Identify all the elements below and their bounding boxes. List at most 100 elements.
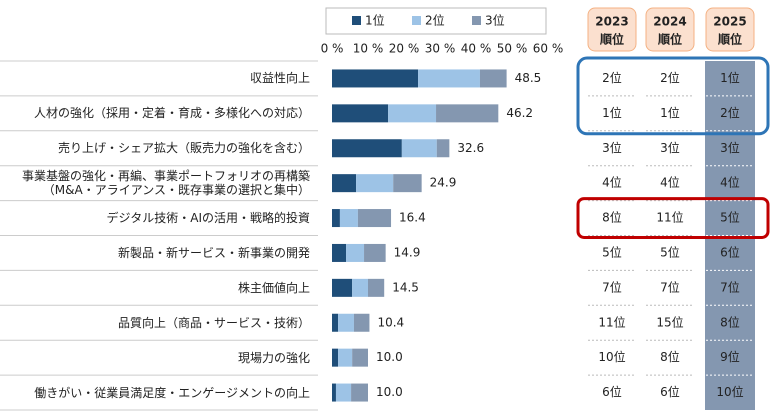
total-label: 32.6 <box>457 141 484 155</box>
bar-segment <box>332 139 402 158</box>
header-cell <box>645 7 695 52</box>
total-label: 16.4 <box>399 211 426 225</box>
bar-segment <box>351 383 368 402</box>
total-label: 48.5 <box>515 71 542 85</box>
total-label: 24.9 <box>430 176 457 190</box>
bar-segment <box>357 209 392 228</box>
rank-cell: 2位 <box>602 70 622 85</box>
category-label: 現場力の強化 <box>237 350 310 365</box>
bar-segment <box>356 174 394 193</box>
rank-cell: 1位 <box>660 105 680 120</box>
total-label: 10.4 <box>377 315 404 329</box>
category-label: 売り上げ・シェア拡大（販売力の強化を含む） <box>57 141 310 156</box>
rank-cell: 3位 <box>660 140 680 155</box>
rank-cell: 10位 <box>716 384 743 399</box>
rank-cell: 8位 <box>720 314 740 329</box>
bar-segment <box>338 348 353 367</box>
bar-segment <box>338 313 354 332</box>
rank-cell: 1位 <box>720 70 740 85</box>
x-tick-label: 10 % <box>353 42 384 56</box>
rank-cell: 7位 <box>602 279 622 294</box>
bar-segment <box>393 174 422 193</box>
legend-swatch <box>412 16 421 25</box>
bar-segment <box>332 348 339 367</box>
header-year: 2024 <box>653 15 686 29</box>
legend-swatch <box>352 16 361 25</box>
rank-cell: 11位 <box>598 314 625 329</box>
bar-segment <box>346 243 365 262</box>
legend-label: 3位 <box>485 13 505 28</box>
category-label: デジタル技術・AIの活用・戦略的投資 <box>106 211 310 226</box>
header-label: 順位 <box>657 32 682 47</box>
bar-segment <box>335 383 352 402</box>
total-label: 14.9 <box>394 245 421 259</box>
x-tick-label: 40 % <box>461 42 492 56</box>
category-label: 収益性向上 <box>249 71 310 86</box>
bar-segment <box>332 104 389 123</box>
rank-cell: 7位 <box>660 279 680 294</box>
legend-label: 1位 <box>365 13 385 28</box>
rank-cell: 2位 <box>720 105 740 120</box>
total-label: 10.0 <box>376 350 403 364</box>
category-label: 品質向上（商品・サービス・技術） <box>117 315 310 330</box>
rank-cell: 8位 <box>660 349 680 364</box>
header-year: 2023 <box>595 15 628 29</box>
bar-segment <box>364 243 386 262</box>
header-label: 順位 <box>599 32 624 47</box>
rank-cell: 1位 <box>602 105 622 120</box>
category-label: 働きがい・従業員満足度・エンゲージメントの向上 <box>34 385 310 400</box>
bar-segment <box>332 69 419 88</box>
legend-label: 2位 <box>425 13 445 28</box>
rank-cell: 6位 <box>660 384 680 399</box>
rank-cell: 4位 <box>720 175 740 190</box>
rank-cell: 5位 <box>602 244 622 259</box>
x-tick-label: 0 % <box>321 42 344 56</box>
bar-segment <box>401 139 437 158</box>
bar-segment <box>352 348 368 367</box>
bar-segment <box>332 383 336 402</box>
x-tick-label: 50 % <box>497 42 528 56</box>
bar-segment <box>353 313 370 332</box>
rank-cell: 5位 <box>660 244 680 259</box>
bar-segment <box>418 69 480 88</box>
rank-cell: 15位 <box>656 314 683 329</box>
rank-cell: 3位 <box>720 140 740 155</box>
header-year: 2025 <box>713 15 746 29</box>
bar-segment <box>332 174 357 193</box>
rank-cell: 4位 <box>602 175 622 190</box>
rank-cell: 2位 <box>660 70 680 85</box>
bar-segment <box>339 209 358 228</box>
category-label: 事業基盤の強化・再編、事業ポートフォリオの再構築 （M&A・アライアンス・既存事… <box>21 169 310 198</box>
bar-segment <box>332 243 347 262</box>
rank-cell: 3位 <box>602 140 622 155</box>
highlight-box <box>576 56 770 136</box>
legend-swatch <box>472 16 481 25</box>
rank-cell: 6位 <box>602 384 622 399</box>
bar-segment <box>368 278 385 297</box>
rank-cell: 5位 <box>720 210 740 225</box>
x-tick-label: 30 % <box>425 42 456 56</box>
x-tick-label: 20 % <box>389 42 420 56</box>
rank-cell: 11位 <box>656 210 683 225</box>
category-label: 新製品・新サービス・新事業の開発 <box>117 245 310 260</box>
highlight-box <box>576 197 770 240</box>
header-label: 順位 <box>717 32 742 47</box>
category-label: 株主価値向上 <box>237 280 310 295</box>
bar-segment <box>436 104 499 123</box>
header-cell <box>587 7 637 52</box>
rank-cell: 4位 <box>660 175 680 190</box>
bar-segment <box>332 278 353 297</box>
total-label: 14.5 <box>392 280 419 294</box>
total-label: 10.0 <box>376 385 403 399</box>
rank-cell: 6位 <box>720 244 740 259</box>
x-tick-label: 60 % <box>533 42 564 56</box>
total-label: 46.2 <box>506 106 533 120</box>
bar-segment <box>388 104 437 123</box>
rank-cell: 7位 <box>720 279 740 294</box>
rank-cell: 8位 <box>602 210 622 225</box>
header-cell <box>705 7 755 52</box>
bar-segment <box>352 278 368 297</box>
legend-box <box>325 7 547 35</box>
